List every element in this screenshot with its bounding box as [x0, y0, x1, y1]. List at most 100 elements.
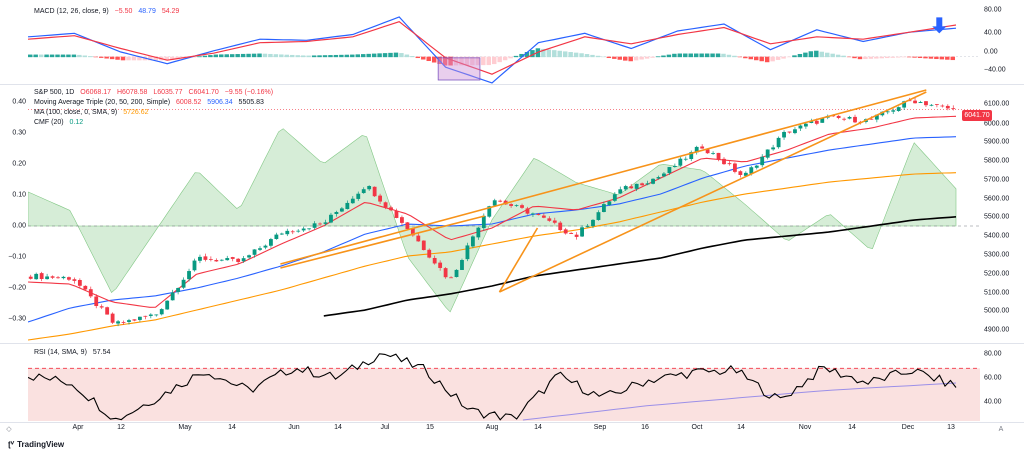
macd-tick: 0.00	[984, 48, 998, 56]
candle-body	[776, 137, 781, 148]
candle-body	[110, 313, 115, 323]
macd-histogram-bar	[879, 56, 885, 59]
candle-body	[716, 152, 721, 160]
time-tick: Sep	[593, 424, 607, 431]
macd-histogram-bar	[410, 56, 415, 58]
time-axis[interactable]: Apr 12 May 14 Jun 14 Jul 15 Aug 14 Sep 1…	[28, 424, 980, 436]
macd-histogram-bar	[459, 56, 464, 66]
candle-body	[798, 125, 803, 129]
macd-histogram-bar	[950, 56, 955, 61]
candle-body	[187, 271, 191, 280]
macd-histogram-bar	[486, 56, 491, 66]
brand-name: TradingView	[17, 440, 65, 449]
ma50-value: 5906.34	[207, 99, 233, 106]
candle-body	[378, 195, 383, 202]
candle-body	[738, 171, 743, 175]
macd-up-arrow-icon	[932, 17, 947, 34]
pane-divider[interactable]	[0, 84, 1024, 85]
candle-body	[88, 289, 93, 297]
candle-body	[56, 277, 60, 279]
macd-histogram-bar	[917, 56, 923, 59]
price-tick: 5300.00	[984, 251, 1010, 259]
macd-histogram-bar	[339, 54, 344, 58]
candle-body	[645, 183, 650, 185]
ma200-line	[323, 216, 957, 317]
price-legend-row: S&P 500, 1D O6068.17 H6078.58 L6035.77 C…	[34, 88, 277, 98]
macd-histogram-bar	[808, 51, 814, 58]
tradingview-logo[interactable]: ʈⱽ TradingView	[8, 440, 64, 449]
candle-body	[318, 223, 322, 225]
macd-histogram-bar	[208, 55, 213, 58]
candle-body	[389, 207, 393, 211]
candle-body	[918, 102, 923, 103]
goto-date-icon[interactable]: ◇	[6, 426, 12, 433]
candle-body	[541, 215, 546, 218]
macd-histogram-bar	[857, 56, 863, 60]
candle-body	[618, 189, 623, 194]
macd-plot[interactable]	[28, 4, 980, 84]
macd-histogram-bar	[693, 53, 699, 58]
ma-legend-row: Moving Average Triple (20, 50, 200, Simp…	[34, 98, 277, 108]
macd-histogram-bar	[552, 50, 557, 58]
macd-histogram-bar	[562, 51, 568, 58]
symbol-label[interactable]: S&P 500, 1D	[34, 89, 75, 96]
macd-histogram-bar	[191, 56, 197, 58]
candle-body	[203, 256, 208, 260]
candle-body	[154, 314, 159, 316]
time-tick: 14	[737, 424, 745, 431]
candle-body	[722, 158, 726, 165]
rsi-tick: 60.00	[984, 374, 1002, 382]
pane-divider[interactable]	[0, 422, 1024, 423]
macd-tick: −40.00	[984, 66, 1006, 74]
candle-body	[427, 249, 432, 258]
candle-body	[219, 259, 224, 261]
price-plot[interactable]	[28, 86, 980, 342]
candle-body	[170, 292, 175, 301]
candle-body	[531, 213, 535, 215]
macd-histogram-bar	[606, 56, 612, 59]
macd-histogram-bar	[502, 56, 508, 61]
candle-body	[771, 147, 776, 150]
time-tick: Nov	[798, 424, 812, 431]
macd-histogram-bar	[197, 56, 202, 58]
candle-body	[258, 248, 262, 250]
auto-scale-button[interactable]: A	[998, 426, 1004, 433]
candle-body	[803, 123, 808, 127]
macd-histogram-bar	[901, 56, 906, 58]
rsi-pane[interactable]	[28, 345, 980, 421]
cmf-label[interactable]: CMF (20)	[34, 119, 64, 126]
price-pane[interactable]	[28, 86, 980, 342]
candle-body	[672, 165, 677, 168]
macd-histogram-bar	[617, 56, 623, 60]
macd-histogram-bar	[229, 54, 235, 58]
macd-histogram-bar	[251, 53, 257, 58]
candle-body	[339, 208, 344, 212]
candle-body	[711, 153, 715, 154]
macd-histogram-bar	[306, 55, 311, 58]
candle-body	[443, 268, 448, 278]
ma100-label[interactable]: MA (100, close, 0, SMA, 9)	[34, 109, 118, 116]
macd-histogram-bar	[579, 53, 584, 58]
rsi-legend-label[interactable]: RSI (14, SMA, 9)	[34, 349, 87, 356]
cmf-axis[interactable]: 0.40 0.30 0.20 0.10 0.00 −0.10 −0.20 −0.…	[2, 86, 26, 342]
macd-legend-macd: 48.79	[138, 8, 156, 15]
ma-label[interactable]: Moving Average Triple (20, 50, 200, Simp…	[34, 99, 171, 106]
macd-histogram-bar	[224, 54, 229, 58]
time-tick: 14	[534, 424, 542, 431]
macd-histogram-bar	[841, 55, 846, 58]
time-tick: Jun	[288, 424, 300, 431]
macd-histogram-bar	[661, 55, 666, 58]
macd-histogram-bar	[290, 54, 295, 58]
rsi-plot[interactable]	[28, 345, 980, 421]
macd-histogram-bar	[797, 53, 803, 58]
candle-body	[749, 167, 754, 174]
rsi-legend: RSI (14, SMA, 9) 57.54	[34, 348, 114, 358]
pane-divider[interactable]	[0, 343, 1024, 344]
footer: ʈⱽ TradingView	[0, 438, 1024, 454]
macd-pane[interactable]	[28, 4, 980, 84]
candle-body	[814, 120, 819, 124]
candle-body	[765, 149, 770, 158]
macd-histogram-bar	[213, 54, 219, 58]
candle-body	[929, 104, 934, 106]
candle-body	[885, 111, 890, 113]
